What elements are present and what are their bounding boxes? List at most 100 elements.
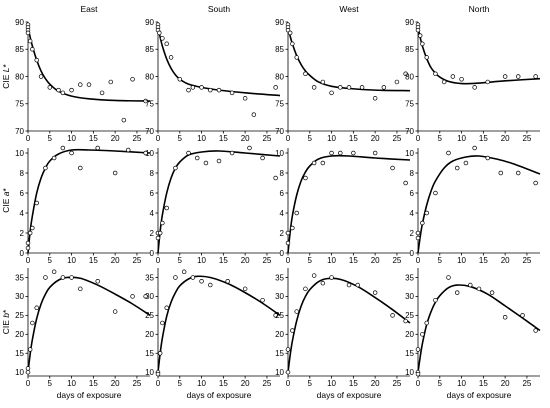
fit-curve — [287, 154, 411, 254]
data-point — [502, 74, 508, 79]
data-point — [25, 366, 31, 371]
y-tick-label: 15 — [145, 349, 154, 358]
x-tick-label: 15 — [219, 256, 228, 265]
x-tick-label: 10 — [197, 134, 206, 143]
x-tick-label: 0 — [416, 256, 421, 265]
y-tick-label: 2 — [280, 229, 285, 238]
x-tick-label: 20 — [111, 134, 120, 143]
y-tick-label: 35 — [405, 273, 414, 282]
y-tick-label: 85 — [145, 45, 154, 54]
data-point — [533, 74, 538, 79]
y-tick-label: 75 — [145, 100, 154, 109]
x-tick-label: 15 — [349, 134, 358, 143]
y-tick-label: 4 — [150, 209, 155, 218]
data-point — [86, 82, 92, 87]
y-tick-label: 35 — [15, 273, 24, 282]
data-point — [273, 175, 278, 181]
data-point — [143, 294, 148, 299]
data-point — [30, 320, 35, 326]
data-point — [294, 210, 299, 216]
data-point — [311, 85, 317, 90]
data-point — [502, 315, 508, 320]
data-point — [181, 269, 187, 275]
data-point — [25, 245, 31, 251]
data-point — [463, 160, 469, 166]
data-point — [372, 290, 378, 295]
data-point — [34, 305, 39, 311]
data-point — [446, 275, 451, 280]
data-point — [30, 46, 35, 52]
data-point — [30, 225, 35, 231]
x-tick-label: 15 — [89, 134, 98, 143]
data-point — [533, 180, 538, 186]
data-point — [381, 85, 387, 90]
data-point — [372, 150, 378, 156]
data-point — [27, 347, 33, 352]
data-point — [424, 210, 429, 216]
x-tick-label: 20 — [501, 256, 510, 265]
data-point — [346, 85, 352, 90]
x-tick-label: 5 — [308, 134, 313, 143]
x-tick-label: 15 — [479, 134, 488, 143]
y-tick-label: 25 — [275, 311, 284, 320]
y-tick-label: 4 — [20, 209, 25, 218]
data-point — [157, 351, 163, 356]
x-tick-label: 20 — [371, 379, 380, 388]
data-point — [216, 158, 222, 164]
data-point — [260, 297, 265, 303]
data-point — [415, 235, 421, 241]
data-point — [164, 41, 169, 47]
y-tick-label: 80 — [405, 72, 414, 81]
y-tick-label: 70 — [405, 127, 414, 136]
data-point — [60, 145, 66, 151]
x-tick-label: 25 — [262, 256, 271, 265]
data-point — [520, 313, 525, 318]
data-point — [173, 275, 178, 280]
data-point — [51, 155, 57, 161]
x-tick-label: 15 — [219, 134, 228, 143]
data-point — [285, 240, 291, 246]
data-point — [69, 275, 74, 280]
x-tick-label: 5 — [438, 379, 443, 388]
y-axis-label: CIE b* — [1, 309, 11, 334]
fit-curve — [417, 155, 541, 254]
data-point — [69, 87, 74, 93]
data-point — [160, 220, 165, 226]
data-point — [186, 150, 191, 156]
x-tick-label: 20 — [371, 134, 380, 143]
data-point — [199, 279, 204, 284]
data-point — [476, 286, 482, 292]
y-tick-label: 0 — [410, 249, 415, 258]
x-tick-label: 0 — [26, 134, 31, 143]
y-tick-label: 10 — [405, 368, 414, 377]
data-point — [38, 74, 44, 79]
data-point — [143, 150, 148, 156]
y-axis-label-prefix: CIE — [1, 72, 11, 89]
y-tick-label: 90 — [15, 18, 24, 27]
data-point — [229, 150, 235, 156]
data-point — [273, 85, 278, 90]
y-axis-label: CIE a* — [1, 188, 11, 213]
y-tick-label: 0 — [280, 249, 285, 258]
data-point — [242, 96, 248, 101]
data-point — [417, 33, 423, 38]
y-tick-label: 6 — [280, 189, 285, 198]
x-tick-label: 20 — [111, 379, 120, 388]
x-tick-label: 20 — [241, 379, 250, 388]
x-tick-label: 15 — [89, 256, 98, 265]
x-tick-label: 10 — [67, 379, 76, 388]
data-point — [290, 225, 295, 231]
panel-title: South — [208, 4, 230, 14]
data-point — [34, 200, 39, 206]
y-tick-label: 20 — [405, 330, 414, 339]
data-point — [394, 79, 400, 85]
y-tick-label: 30 — [15, 292, 24, 301]
x-tick-label: 0 — [26, 256, 31, 265]
data-point — [157, 30, 162, 36]
panel-title: West — [339, 4, 359, 14]
x-tick-label: 10 — [197, 256, 206, 265]
x-tick-label: 10 — [327, 134, 336, 143]
data-point — [420, 41, 425, 47]
x-tick-label: 0 — [286, 379, 291, 388]
data-point — [260, 155, 265, 161]
